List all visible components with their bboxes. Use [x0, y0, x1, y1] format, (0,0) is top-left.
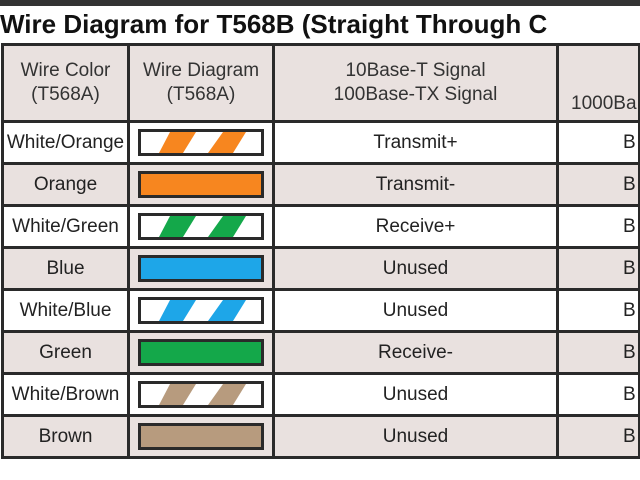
wire-diagram-cell [127, 162, 275, 207]
header-wire-color-line1: Wire Color [20, 60, 111, 81]
table-row: Brown Unused B [1, 414, 640, 459]
wire-stripe [159, 132, 196, 153]
wire-body [138, 171, 264, 198]
wire-color-name: Orange [1, 162, 130, 207]
wire-diagram-cell [127, 414, 275, 459]
wire-swatch [138, 171, 264, 198]
wire-stripe [159, 384, 196, 405]
wire-diagram-cell [127, 204, 275, 249]
header-wire-color: Wire Color (T568A) [1, 43, 130, 123]
wire-body [138, 423, 264, 450]
header-wire-diagram-line2: (T568A) [166, 84, 236, 105]
header-signal-line1: 10Base-T Signal [345, 60, 486, 81]
top-rule [0, 0, 640, 6]
table-row: Green Receive- B [1, 330, 640, 375]
wire-diagram-cell [127, 246, 275, 291]
wire-stripe [208, 300, 246, 321]
wire-color-name: White/Green [1, 204, 130, 249]
wire-swatch [138, 213, 264, 240]
table-row: White/Green Receive+ B [1, 204, 640, 249]
wire-diagram-cell [127, 120, 275, 165]
page-title: Wire Diagram for T568B (Straight Through… [0, 9, 548, 39]
signal-10-100: Unused [272, 288, 559, 333]
table-row: White/Brown Unused B [1, 372, 640, 417]
wire-stripe [208, 216, 246, 237]
wire-diagram-cell [127, 372, 275, 417]
header-wire-diagram-line1: Wire Diagram [142, 60, 260, 81]
wire-color-name: Brown [1, 414, 130, 459]
table-row: White/Blue Unused B [1, 288, 640, 333]
signal-1000: B [556, 372, 640, 417]
wire-swatch [138, 339, 264, 366]
header-wire-diagram: Wire Diagram (T568A) [127, 43, 275, 123]
signal-10-100: Receive- [272, 330, 559, 375]
wire-table: Wire Color (T568A) Wire Diagram (T568A) 10… [1, 43, 640, 459]
header-signal: 10Base-T Signal 100Base-TX Signal [272, 43, 559, 123]
wire-body [138, 339, 264, 366]
signal-1000: B [556, 330, 640, 375]
header-signal-line2: 100Base-TX Signal [333, 84, 498, 105]
wire-swatch [138, 255, 264, 282]
wire-stripe [159, 300, 196, 321]
header-gigabit: 1000Ba [556, 43, 640, 123]
signal-1000: B [556, 246, 640, 291]
wire-color-name: White/Orange [1, 120, 130, 165]
table-row: White/Orange Transmit+ B [1, 120, 640, 165]
signal-10-100: Transmit- [272, 162, 559, 207]
wire-stripe [208, 384, 246, 405]
wire-color-name: Green [1, 330, 130, 375]
wire-swatch [138, 423, 264, 450]
table-row: Blue Unused B [1, 246, 640, 291]
signal-10-100: Unused [272, 246, 559, 291]
signal-1000: B [556, 120, 640, 165]
wire-swatch [138, 381, 264, 408]
signal-10-100: Unused [272, 372, 559, 417]
wire-diagram-cell [127, 330, 275, 375]
signal-1000: B [556, 162, 640, 207]
wire-body [138, 255, 264, 282]
signal-10-100: Transmit+ [272, 120, 559, 165]
signal-1000: B [556, 204, 640, 249]
wire-diagram-cell [127, 288, 275, 333]
wire-color-name: Blue [1, 246, 130, 291]
wire-color-name: White/Blue [1, 288, 130, 333]
wire-stripe [208, 132, 246, 153]
signal-10-100: Unused [272, 414, 559, 459]
wire-stripe [159, 216, 196, 237]
header-gigabit-label: 1000Ba [571, 93, 637, 114]
wire-swatch [138, 297, 264, 324]
wire-body [138, 381, 264, 408]
header-wire-color-line2: (T568A) [31, 84, 100, 105]
signal-10-100: Receive+ [272, 204, 559, 249]
wire-swatch [138, 129, 264, 156]
wire-color-name: White/Brown [1, 372, 130, 417]
table-row: Orange Transmit- B [1, 162, 640, 207]
signal-1000: B [556, 414, 640, 459]
header-row: Wire Color (T568A) Wire Diagram (T568A) 10… [1, 43, 640, 123]
signal-1000: B [556, 288, 640, 333]
